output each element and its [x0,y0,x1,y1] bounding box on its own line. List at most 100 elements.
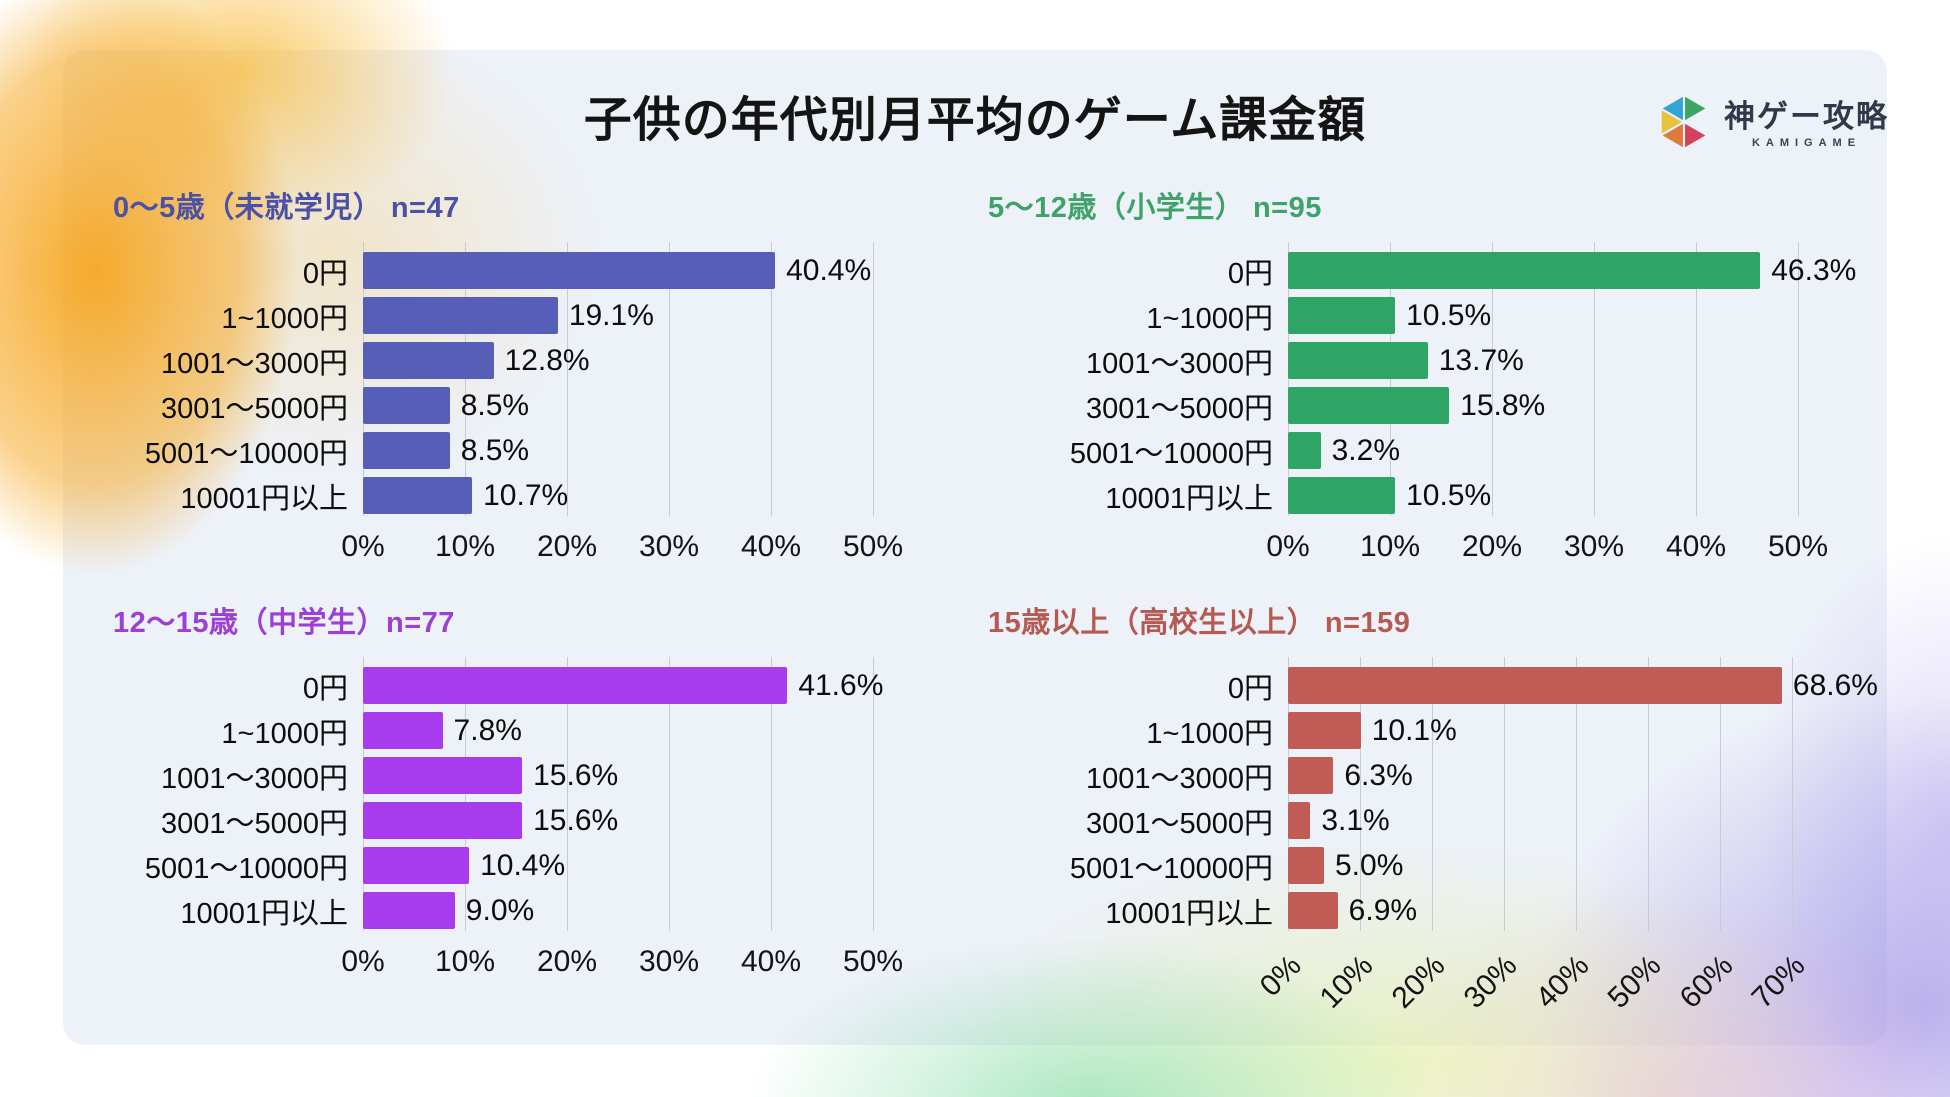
category-label: 10001円以上 [1105,482,1273,515]
value-label: 6.9% [1348,894,1418,927]
axis-tick-label: 30% [1457,949,1524,1015]
chart-title: 5〜12歳（小学生） n=95 [988,192,1322,224]
logo-name: 神ゲー攻略 [1724,98,1889,134]
value-label: 3.2% [1331,434,1401,467]
axis-tick-label: 0% [1253,949,1308,1003]
value-label: 5.0% [1335,849,1404,882]
axis-tick-label: 70% [1745,949,1812,1015]
bar-row: 3001〜5000円 15.6% [113,802,1033,840]
bar [363,342,494,379]
category-label: 1~1000円 [221,302,348,335]
bar [1288,757,1334,794]
category-label: 1001〜3000円 [160,762,348,795]
x-axis: 0% 10% 20% 30% 40% 50% 60% 70% [1253,937,1811,1047]
axis-tick-label: 10% [434,945,496,978]
chart-title: 0〜5歳（未就学児） n=47 [113,192,460,224]
axis-tick-label: 40% [1529,949,1596,1015]
category-label: 1~1000円 [1146,717,1273,750]
value-label: 8.5% [460,389,530,422]
category-label: 3001〜5000円 [1085,807,1273,840]
bar-row: 3001〜5000円 15.8% [988,387,1950,425]
bar-area: 19.1% [363,297,1033,334]
bar-row: 1001〜3000円 15.6% [113,757,1033,795]
page-title: 子供の年代別月平均のゲーム課金額 [583,94,1367,147]
value-label: 46.3% [1771,254,1857,287]
bar-area: 8.5% [363,432,1033,469]
axis-tick-label: 50% [842,530,904,563]
bar [1288,892,1338,929]
value-label: 41.6% [798,669,884,702]
bar-row: 10001円以上 10.7% [113,477,1033,515]
value-label: 15.6% [533,759,619,792]
axis-tick-label: 20% [536,530,598,563]
x-axis: 0% 10% 20% 30% 40% 50% [341,522,903,568]
category-label: 5001〜10000円 [1069,852,1273,885]
bar-area: 6.9% [1288,892,1950,929]
bar [363,802,523,839]
category-label: 3001〜5000円 [160,807,348,840]
x-axis: 0% 10% 20% 30% 40% 50% [1266,522,1828,568]
axis-tick-label: 30% [638,945,700,978]
bar-row: 10001円以上 10.5% [988,477,1950,515]
bar-row: 0円 68.6% [988,667,1950,705]
bar-area: 40.4% [363,252,1033,289]
category-label: 0円 [302,672,348,705]
category-label: 0円 [302,257,348,290]
bar [1288,847,1324,884]
bar-row: 1~1000円 19.1% [113,297,1033,335]
bar-row: 5001〜10000円 10.4% [113,847,1033,885]
axis-tick-label: 20% [536,945,598,978]
bar-area: 5.0% [1288,847,1950,884]
bar-area: 10.5% [1288,477,1950,514]
category-label: 3001〜5000円 [160,392,348,425]
bar-area: 7.8% [363,712,1033,749]
bar-row: 3001〜5000円 3.1% [988,802,1950,840]
bar-area: 15.6% [363,802,1033,839]
bar-row: 5001〜10000円 3.2% [988,432,1950,470]
bar-area: 46.3% [1288,252,1950,289]
value-label: 68.6% [1792,669,1878,702]
bar-area: 10.4% [363,847,1033,884]
axis-tick-label: 10% [434,530,496,563]
axis-tick-label: 0% [1266,530,1310,563]
bar [1288,297,1396,334]
bar [363,847,470,884]
bar-row: 1~1000円 10.1% [988,712,1950,750]
bar [1288,252,1761,289]
bar-row: 5001〜10000円 8.5% [113,432,1033,470]
value-label: 19.1% [568,299,654,332]
axis-tick-label: 30% [638,530,700,563]
bar-row: 1001〜3000円 12.8% [113,342,1033,380]
value-label: 40.4% [786,254,872,287]
bar-area: 12.8% [363,342,1033,379]
bar-row: 0円 46.3% [988,252,1950,290]
axis-tick-label: 10% [1359,530,1421,563]
value-label: 10.5% [1406,299,1492,332]
kamigame-triangles-icon [1656,94,1712,155]
value-label: 6.3% [1344,759,1413,792]
bar [1288,667,1782,704]
bar-area: 15.6% [363,757,1033,794]
bar-area: 10.5% [1288,297,1950,334]
axis-tick-label: 60% [1673,949,1740,1015]
bar [363,252,776,289]
category-label: 1~1000円 [221,717,348,750]
bar [1288,387,1450,424]
axis-tick-label: 0% [341,530,385,563]
value-label: 10.4% [480,849,566,882]
chart-rows: 0円 41.6% 1~1000円 7.8% 1001〜3000円 15.6% 3001〜50… [113,657,1033,931]
bar-row: 5001〜10000円 5.0% [988,847,1950,885]
bar-area: 3.1% [1288,802,1950,839]
kamigame-logo-text: 神ゲー攻略 KAMIGAME [1724,101,1889,149]
value-label: 9.0% [465,894,535,927]
value-label: 10.1% [1371,714,1457,747]
bar [363,432,450,469]
bar-area: 13.7% [1288,342,1950,379]
axis-tick-label: 0% [341,945,385,978]
value-label: 15.8% [1460,389,1546,422]
kamigame-logo: 神ゲー攻略 KAMIGAME [1656,94,1889,155]
bar-row: 1001〜3000円 13.7% [988,342,1950,380]
x-axis: 0% 10% 20% 30% 40% 50% [341,937,903,983]
value-label: 15.6% [533,804,619,837]
